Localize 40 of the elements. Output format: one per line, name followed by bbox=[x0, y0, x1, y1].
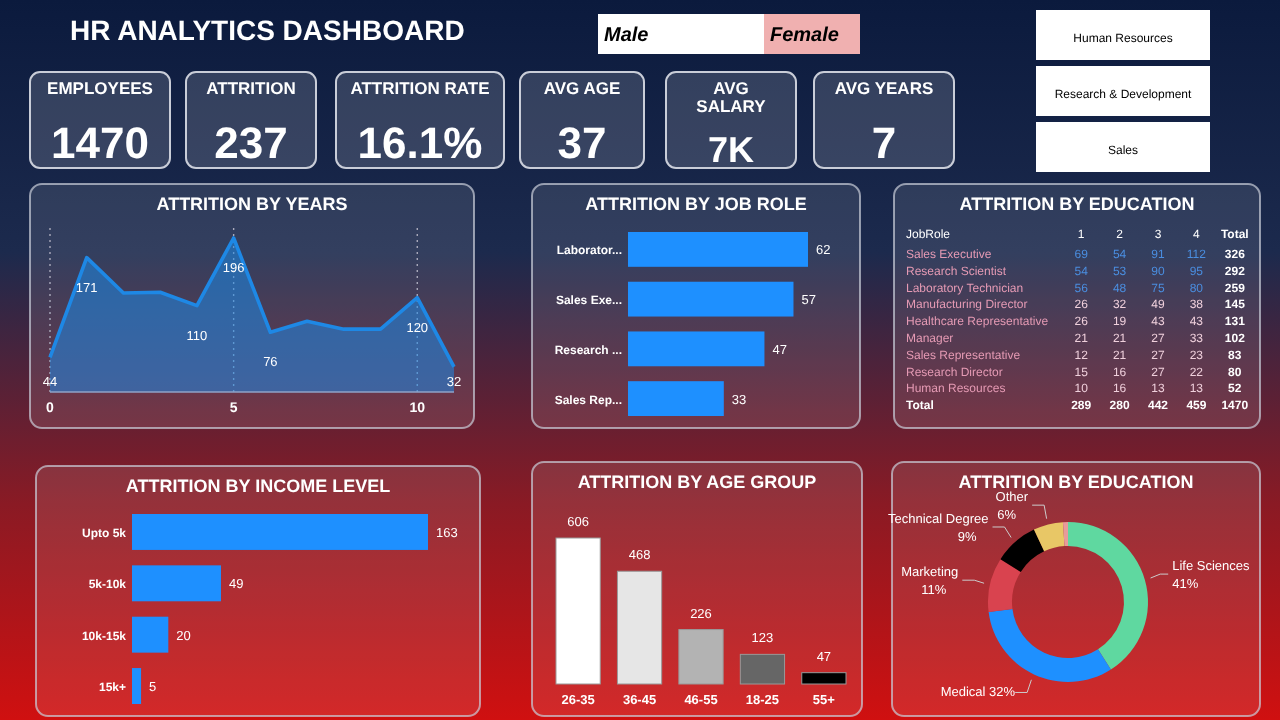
chart-title: ATTRITION BY INCOME LEVEL bbox=[125, 476, 392, 496]
chart-title: ATTRITION BY EDUCATION bbox=[958, 472, 1194, 492]
category-label: AVG SALARY bbox=[696, 78, 767, 116]
text: 7K bbox=[707, 130, 755, 170]
bar bbox=[132, 616, 169, 653]
bar bbox=[555, 537, 601, 685]
text: 1470 bbox=[51, 118, 149, 168]
donut-slice bbox=[988, 609, 1111, 682]
category-label: AVG YEARS bbox=[834, 78, 934, 98]
category-label: ATTRITION bbox=[206, 78, 296, 98]
bar bbox=[678, 629, 724, 685]
bar bbox=[628, 331, 765, 367]
bar bbox=[801, 672, 847, 685]
text: 37 bbox=[557, 118, 607, 168]
donut-slice bbox=[1033, 522, 1065, 552]
bar bbox=[132, 514, 428, 550]
bar bbox=[616, 570, 663, 685]
donut-slice bbox=[1000, 529, 1045, 572]
donut-slice bbox=[988, 559, 1021, 613]
text: 16.1% bbox=[357, 118, 483, 168]
text: Male bbox=[604, 25, 650, 47]
chart-title: ATTRITION BY JOB ROLE bbox=[585, 194, 807, 214]
category-label: ATTRITION RATE bbox=[350, 78, 491, 98]
chart-title: ATTRITION BY EDUCATION bbox=[959, 194, 1195, 214]
bar bbox=[132, 565, 221, 602]
category-label: AVG AGE bbox=[543, 78, 621, 98]
bar bbox=[739, 653, 786, 685]
bar bbox=[628, 381, 724, 416]
chart-title: ATTRITION BY YEARS bbox=[156, 194, 348, 214]
text: HR ANALYTICS DASHBOARD bbox=[70, 14, 465, 46]
bar bbox=[628, 232, 808, 267]
chart-title: ATTRITION BY AGE GROUP bbox=[577, 472, 817, 492]
category-label: EMPLOYEES bbox=[47, 78, 154, 98]
text: 237 bbox=[214, 118, 288, 168]
bar bbox=[132, 668, 142, 704]
donut-slice bbox=[1068, 522, 1148, 670]
text: Female bbox=[770, 25, 840, 47]
donut-slice bbox=[1062, 522, 1068, 547]
text: 7 bbox=[871, 118, 897, 168]
bar bbox=[628, 281, 794, 317]
